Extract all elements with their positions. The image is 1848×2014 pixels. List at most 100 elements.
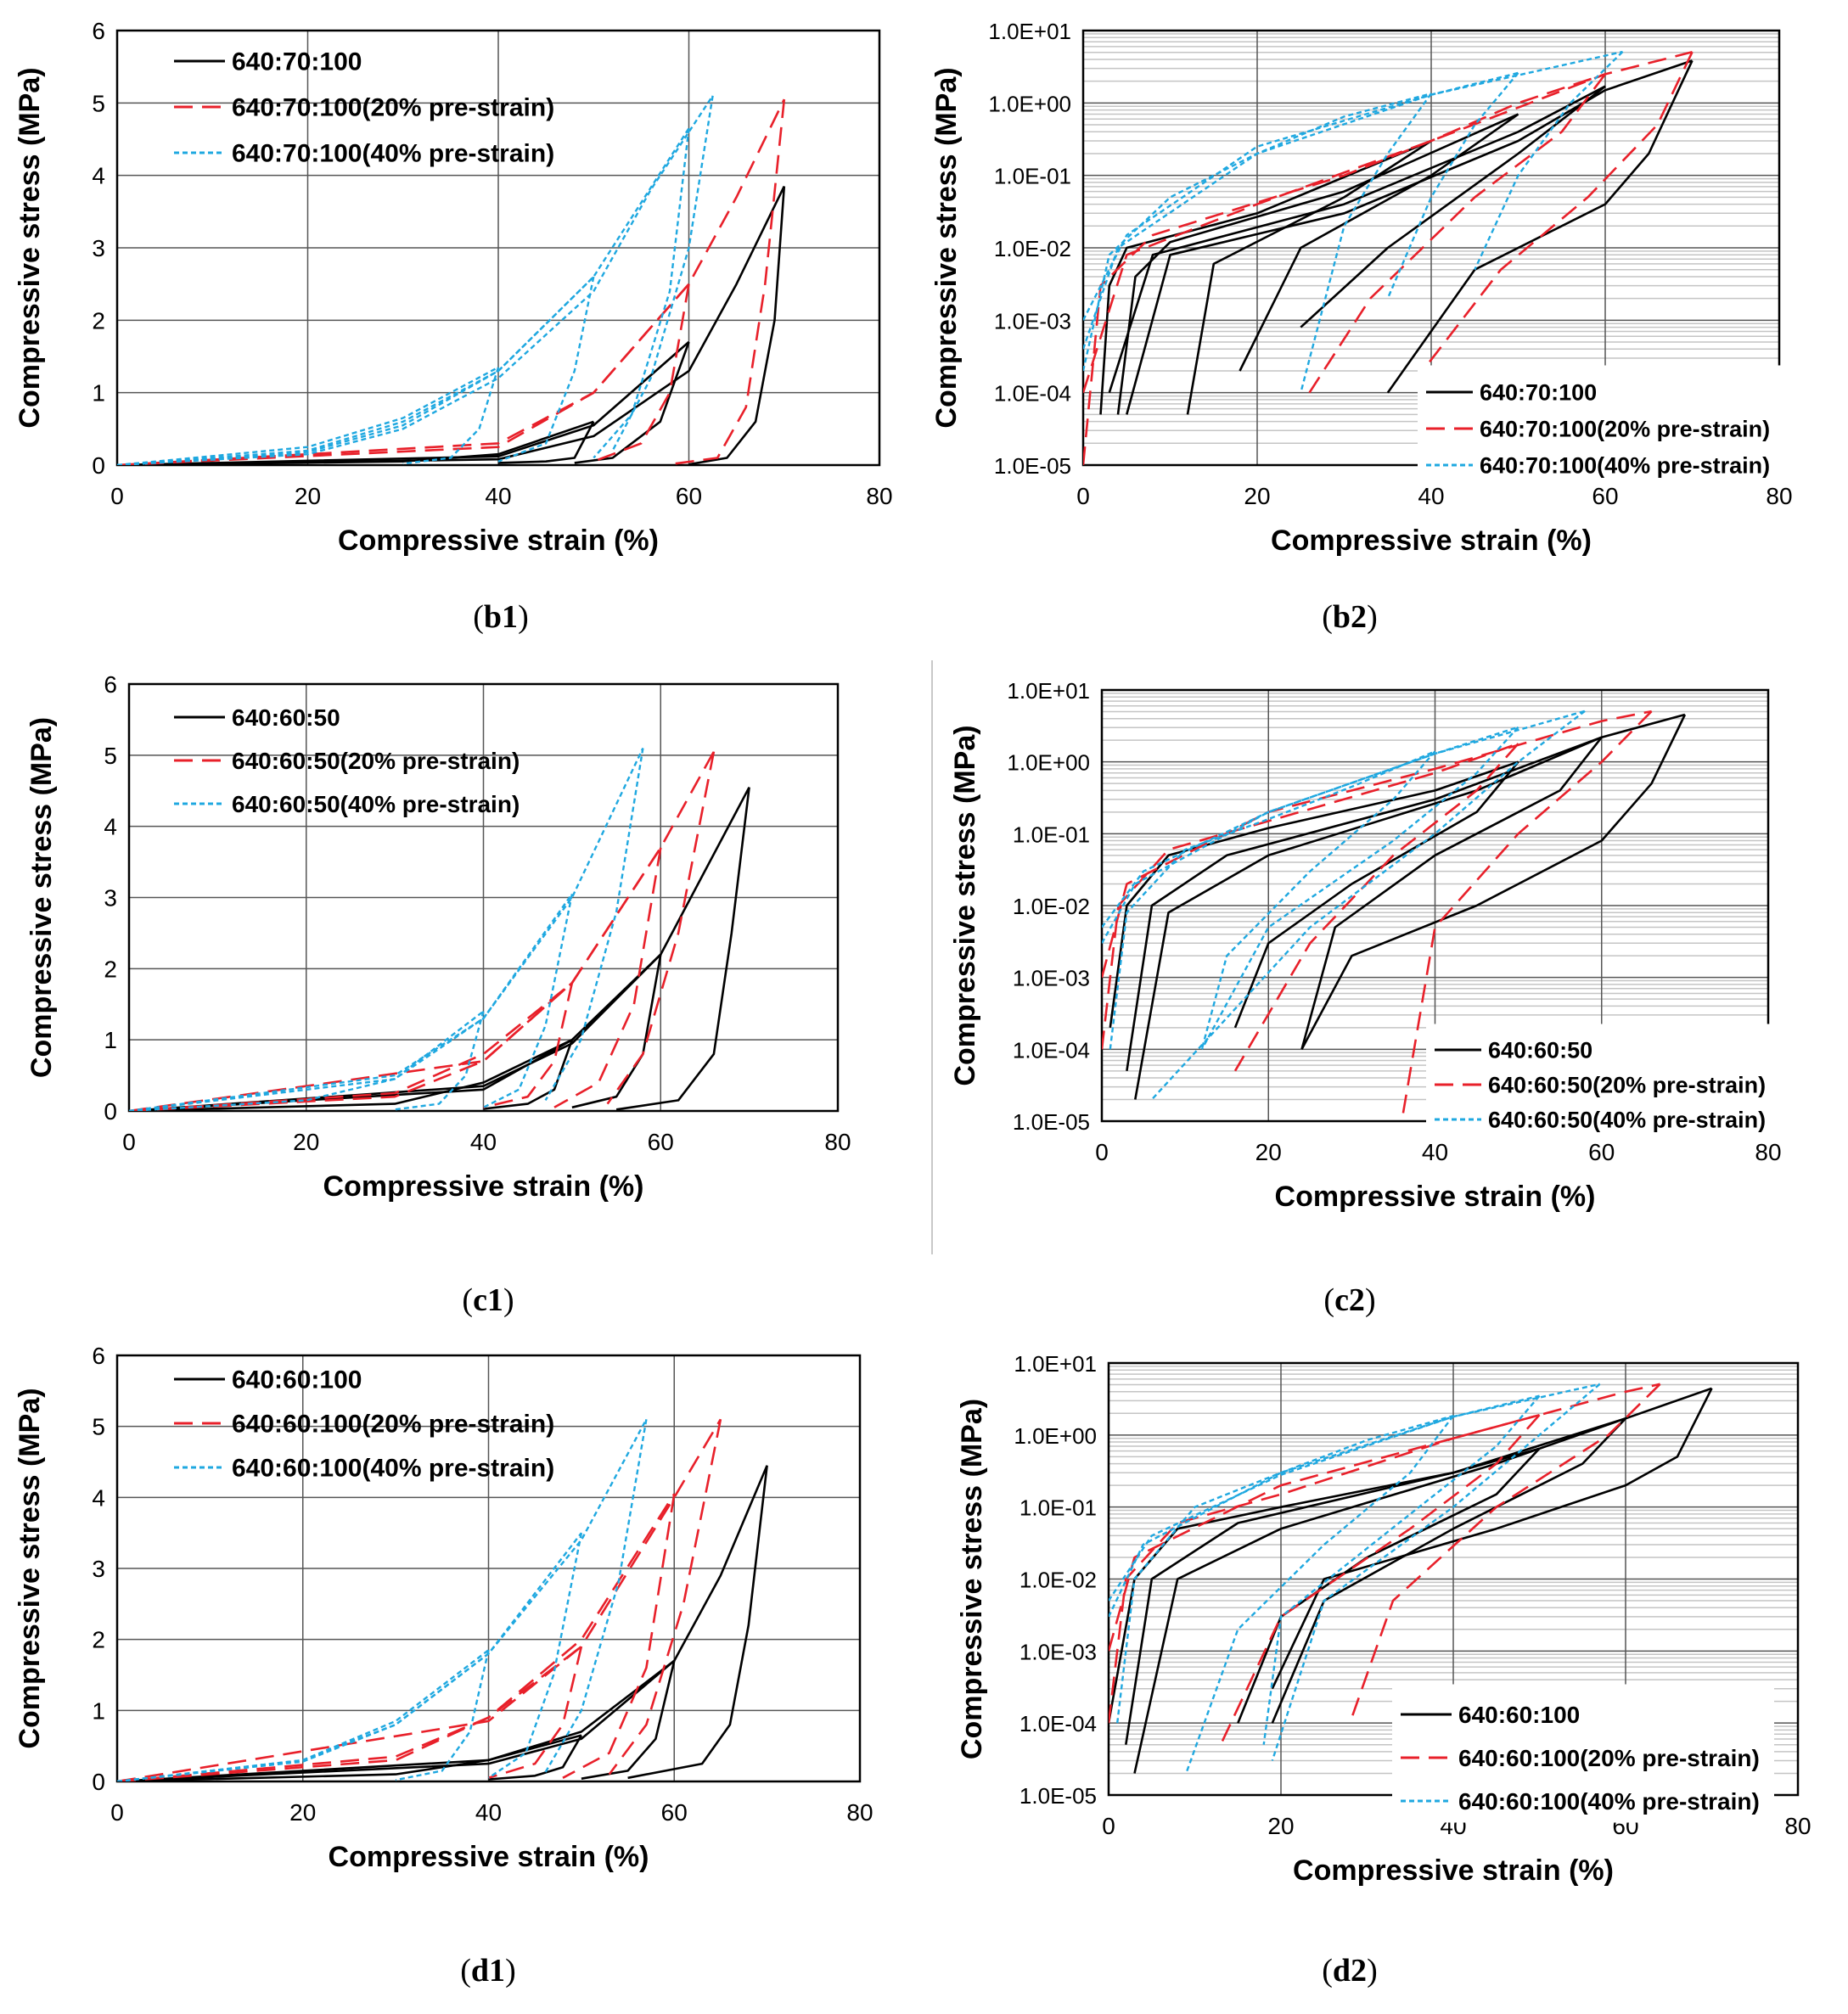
y-tick-label: 1.0E+01 — [1014, 1351, 1097, 1377]
x-tick-label: 20 — [289, 1799, 316, 1826]
y-tick-label: 2 — [104, 956, 117, 982]
series-line — [593, 128, 690, 459]
series-line — [606, 751, 716, 1105]
legend-label: 640:70:100 — [232, 48, 362, 76]
y-tick-label: 1.0E-02 — [1013, 894, 1090, 919]
series-line — [1300, 714, 1687, 1050]
series-line — [394, 1011, 485, 1111]
y-tick-label: 1.0E-02 — [994, 236, 1071, 261]
legend-label: 640:70:100(20% pre-strain) — [232, 94, 554, 122]
series-line — [1386, 72, 1519, 300]
series-line — [562, 1493, 676, 1779]
series-line — [117, 95, 714, 465]
series-line — [1300, 736, 1603, 1050]
series-line — [129, 750, 716, 1111]
series-line — [553, 847, 662, 1108]
series-line — [1126, 59, 1693, 415]
legend-label: 640:60:50(20% pre-strain) — [1488, 1072, 1766, 1097]
y-tick-label: 1.0E-05 — [994, 453, 1071, 479]
series-line — [117, 185, 785, 465]
series-line — [117, 1659, 676, 1781]
series-group — [117, 1418, 768, 1781]
x-axis-title: Compressive strain (%) — [1293, 1854, 1614, 1887]
y-tick-label: 1.0E-01 — [994, 164, 1071, 189]
y-axis-title: Compressive stress (MPa) — [956, 1399, 988, 1759]
y-axis-title: Compressive stress (MPa) — [14, 1388, 46, 1748]
legend-label: 640:70:100(40% pre-strain) — [1480, 452, 1770, 478]
y-tick-label: 3 — [104, 885, 117, 912]
series-line — [117, 1418, 722, 1781]
y-tick-label: 6 — [92, 18, 105, 44]
series-line — [1300, 93, 1432, 394]
x-tick-label: 0 — [1102, 1813, 1115, 1839]
series-group — [1109, 1383, 1713, 1774]
y-tick-label: 2 — [92, 1627, 105, 1653]
series-line — [483, 982, 574, 1109]
y-tick-label: 0 — [104, 1098, 117, 1125]
x-tick-label: 0 — [110, 483, 124, 509]
series-line — [487, 1532, 583, 1779]
chart-d2: 0 20 40 60 801.0E-051.0E-041.0E-031.0E-021.0… — [956, 1351, 1811, 1887]
series-line — [1126, 736, 1603, 1071]
x-axis-title: Compressive strain (%) — [1275, 1181, 1596, 1213]
series-line — [1109, 1383, 1660, 1652]
x-axis-title: Compressive strain (%) — [323, 1170, 644, 1203]
y-tick-label: 0 — [92, 1769, 105, 1795]
legend-label: 640:60:100(40% pre-strain) — [232, 1455, 554, 1483]
series-line — [117, 1418, 648, 1781]
y-tick-label: 1.0E+00 — [1014, 1423, 1097, 1449]
y-tick-label: 5 — [92, 1414, 105, 1440]
series-line — [1083, 93, 1432, 372]
y-tick-label: 1 — [92, 1697, 105, 1724]
x-tick-label: 0 — [122, 1129, 136, 1155]
series-group — [1102, 710, 1687, 1121]
x-tick-label: 20 — [295, 483, 321, 509]
x-tick-label: 80 — [1755, 1139, 1781, 1165]
legend-label: 640:70:100(40% pre-strain) — [232, 140, 554, 168]
y-tick-label: 5 — [104, 743, 117, 769]
chart-d1: 0 20 40 60 80 0 1 2 3 4 5 6 640:60:100 640:60:100(20%… — [14, 1343, 873, 1873]
series-line — [1109, 1383, 1600, 1602]
y-tick-label: 1.0E-01 — [1013, 822, 1090, 847]
x-tick-label: 80 — [846, 1799, 873, 1826]
x-tick-label: 0 — [1095, 1139, 1109, 1165]
series-line — [1108, 85, 1606, 394]
series-line — [129, 847, 662, 1111]
series-line — [574, 341, 690, 464]
series-line — [1083, 71, 1519, 350]
caption-c2: (c2) — [1323, 1282, 1376, 1318]
y-tick-label: 3 — [92, 1556, 105, 1582]
x-tick-label: 0 — [1076, 483, 1090, 509]
series-line — [117, 1532, 582, 1781]
y-tick-label: 1 — [92, 380, 105, 407]
x-tick-label: 80 — [866, 483, 892, 509]
series-line — [1308, 73, 1607, 394]
series-line — [1239, 113, 1519, 372]
series-line — [1200, 750, 1436, 1050]
x-tick-label: 80 — [1766, 483, 1792, 509]
plot-frame — [127, 682, 840, 1113]
series-line — [1116, 113, 1519, 415]
y-tick-label: 1.0E-05 — [1019, 1783, 1097, 1809]
x-tick-label: 0 — [110, 1799, 124, 1826]
series-line — [117, 127, 690, 465]
series-line — [544, 748, 644, 1102]
y-tick-label: 1 — [104, 1027, 117, 1053]
legend-label: 640:70:100(20% pre-strain) — [1480, 416, 1770, 441]
series-line — [482, 894, 574, 1108]
series-line — [1401, 710, 1653, 1121]
x-axis-title: Compressive strain (%) — [1271, 525, 1592, 557]
y-tick-label: 1.0E+00 — [1007, 750, 1090, 776]
series-line — [1474, 51, 1624, 271]
y-tick-label: 1.0E+00 — [988, 91, 1071, 116]
x-axis-title: Compressive strain (%) — [329, 1841, 649, 1873]
x-tick-label: 20 — [293, 1129, 319, 1155]
y-tick-label: 2 — [92, 307, 105, 334]
legend-label: 640:70:100 — [1480, 379, 1597, 405]
series-line — [117, 276, 595, 465]
x-tick-label: 40 — [1418, 483, 1444, 509]
series-line — [1233, 760, 1519, 1029]
y-axis-title: Compressive stress (MPa) — [25, 717, 58, 1078]
series-line — [488, 1734, 583, 1781]
y-tick-label: 1.0E-03 — [1013, 966, 1090, 991]
